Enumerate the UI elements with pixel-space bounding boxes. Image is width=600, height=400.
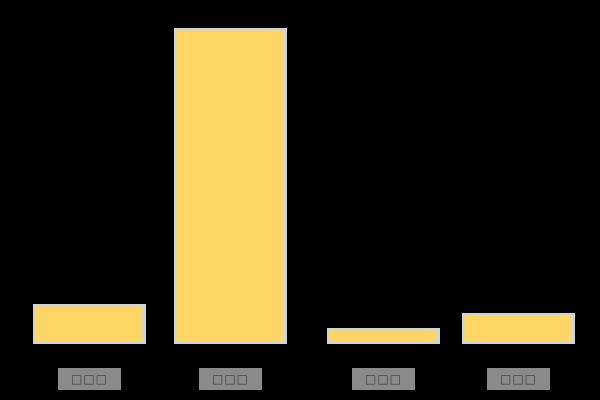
x-tick-label: □□□ [199,368,262,390]
x-tick-label: □□□ [58,368,121,390]
bar [327,328,440,344]
x-tick-label: □□□ [352,368,415,390]
bar [462,313,575,344]
bar [33,304,146,344]
x-tick-label: □□□ [487,368,550,390]
bar [174,28,287,344]
